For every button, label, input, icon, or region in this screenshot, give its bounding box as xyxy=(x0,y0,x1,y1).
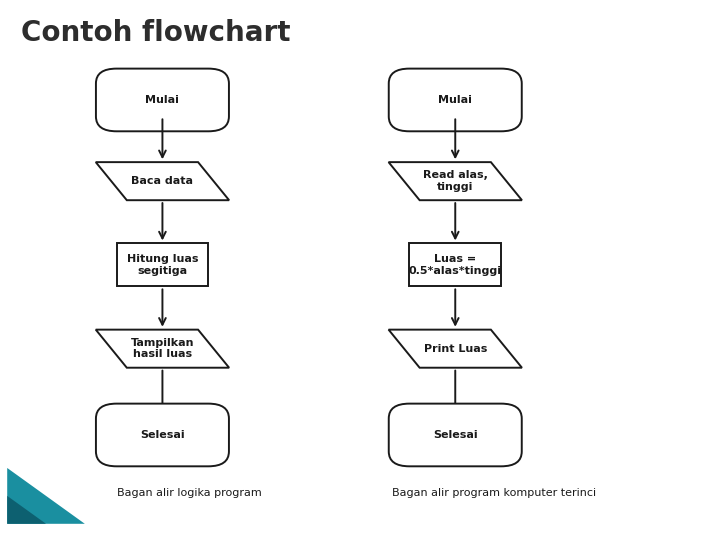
Text: Selesai: Selesai xyxy=(433,430,477,440)
FancyBboxPatch shape xyxy=(389,69,522,131)
Text: Mulai: Mulai xyxy=(438,95,472,105)
Text: Read alas,
tinggi: Read alas, tinggi xyxy=(423,171,487,192)
Text: Bagan alir program komputer terinci: Bagan alir program komputer terinci xyxy=(392,488,596,498)
Text: Contoh flowchart: Contoh flowchart xyxy=(22,19,291,47)
Text: Print Luas: Print Luas xyxy=(423,343,487,354)
Text: Mulai: Mulai xyxy=(145,95,179,105)
Text: Selesai: Selesai xyxy=(140,430,185,440)
Text: Baca data: Baca data xyxy=(132,176,194,186)
Bar xyxy=(410,244,501,287)
Polygon shape xyxy=(389,162,522,200)
Polygon shape xyxy=(96,329,229,368)
FancyBboxPatch shape xyxy=(96,403,229,467)
Polygon shape xyxy=(96,162,229,200)
FancyBboxPatch shape xyxy=(389,403,522,467)
Text: Bagan alir logika program: Bagan alir logika program xyxy=(117,488,261,498)
Text: Luas =
0.5*alas*tinggi: Luas = 0.5*alas*tinggi xyxy=(409,254,502,276)
FancyBboxPatch shape xyxy=(96,69,229,131)
Bar xyxy=(117,244,208,287)
Text: Hitung luas
segitiga: Hitung luas segitiga xyxy=(127,254,198,276)
Text: Tampilkan
hasil luas: Tampilkan hasil luas xyxy=(131,338,194,360)
Polygon shape xyxy=(7,496,46,524)
Polygon shape xyxy=(389,329,522,368)
Polygon shape xyxy=(7,468,85,524)
